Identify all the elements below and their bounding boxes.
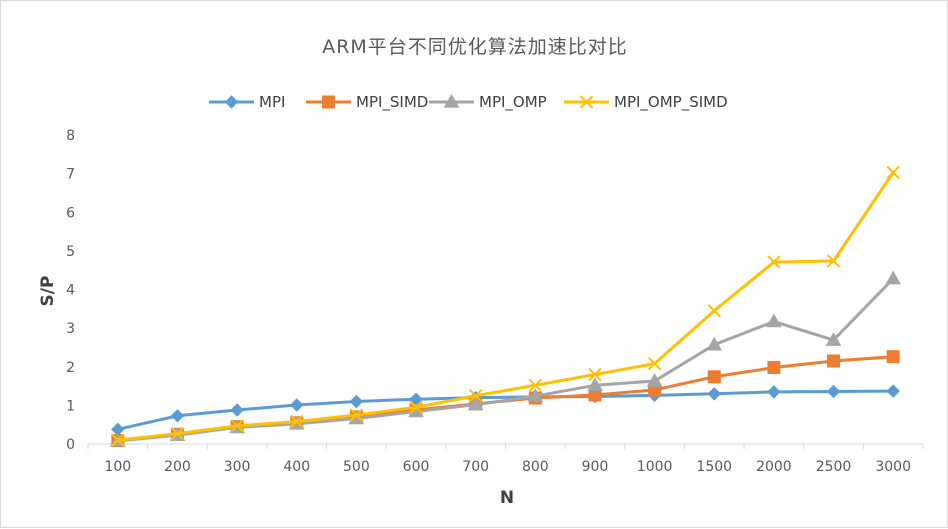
legend-item-mpi-omp-simd: MPI_OMP_SIMD	[564, 93, 728, 112]
data-point-mpi-omp	[825, 332, 842, 346]
data-point-mpi-simd	[886, 350, 900, 364]
data-point-mpi-omp-simd	[468, 389, 483, 403]
data-point-mpi-omp-simd	[886, 165, 900, 180]
data-point-mpi-omp-simd	[588, 367, 602, 382]
x-axis-title: N	[500, 488, 514, 508]
y-tick-label: 1	[66, 398, 75, 414]
x-tick-label: 2000	[756, 459, 792, 475]
x-tick-label: 300	[224, 459, 251, 475]
x-tick-label: 600	[403, 459, 430, 475]
legend-label: MPI_SIMD	[356, 93, 428, 112]
x-tick-label: 3000	[875, 459, 911, 475]
series-line-mpi-omp-simd	[116, 170, 895, 442]
data-point-mpi-omp-simd	[528, 378, 543, 392]
x-axis: 100 200 300 400 500 600 700 800 900 1000 1500 2000 2…	[87, 443, 924, 475]
legend-label: MPI_OMP	[479, 93, 547, 112]
legend-item-mpi-omp: MPI_OMP	[429, 93, 547, 112]
legend-swatch-marker	[579, 95, 594, 109]
x-tick-label: 500	[343, 459, 370, 475]
y-tick-label: 5	[66, 244, 75, 260]
x-tick-label: 1500	[696, 459, 732, 475]
series-line-mpi-omp	[116, 277, 895, 443]
data-point-mpi	[170, 409, 185, 423]
data-point-mpi-omp-simd	[707, 304, 721, 318]
x-tick-label: 800	[522, 459, 549, 475]
x-tick-label: 200	[164, 459, 191, 475]
data-point-mpi-omp	[527, 388, 544, 402]
data-point-mpi-omp	[766, 313, 782, 328]
data-point-mpi	[707, 387, 721, 401]
x-tick-label: 400	[283, 459, 310, 475]
data-point-mpi-omp-simd	[230, 419, 244, 433]
y-tick-label: 3	[66, 321, 75, 337]
data-point-mpi-omp	[467, 396, 484, 411]
data-point-mpi	[826, 384, 841, 399]
x-tick-label: 2500	[816, 459, 852, 475]
x-tick-label: 1000	[637, 459, 673, 475]
legend-item-mpi: MPI	[209, 93, 285, 111]
data-point-mpi-simd	[827, 354, 841, 368]
data-point-mpi-omp-simd	[647, 356, 662, 371]
x-tick-label: 100	[104, 459, 131, 475]
y-tick-label: 6	[66, 205, 75, 221]
data-point-mpi-omp-simd	[111, 433, 125, 447]
data-point-mpi	[290, 398, 304, 412]
data-point-mpi-omp	[646, 373, 663, 387]
legend-swatch-marker	[322, 95, 335, 109]
chart-title: ARM平台不同优化算法加速比对比	[322, 36, 628, 58]
data-point-mpi	[349, 394, 364, 409]
data-point-mpi-omp-simd	[170, 426, 185, 441]
data-point-mpi-omp	[885, 270, 902, 285]
y-tick-label: 0	[66, 437, 75, 453]
series-layer	[109, 165, 902, 448]
legend-swatch-marker	[443, 93, 460, 108]
series-mpi-omp-simd	[111, 165, 900, 447]
series-mpi-omp	[109, 270, 902, 447]
y-tick-label: 8	[66, 128, 75, 144]
legend-label: MPI_OMP_SIMD	[614, 93, 728, 112]
data-point-mpi-omp-simd	[826, 254, 841, 268]
data-point-mpi-omp-simd	[767, 255, 781, 269]
x-tick-label: 700	[462, 459, 489, 475]
data-point-mpi-omp	[587, 377, 603, 392]
data-point-mpi	[767, 385, 781, 399]
data-point-mpi-simd	[767, 361, 781, 375]
data-point-mpi	[886, 384, 900, 398]
legend-label: MPI	[259, 93, 285, 111]
y-axis: 0 1 2 3 4 5 6 7 8	[66, 128, 75, 453]
data-point-mpi-omp	[706, 336, 723, 351]
series-line-mpi	[116, 389, 895, 431]
data-point-mpi-omp-simd	[290, 414, 304, 429]
x-tick-label: 900	[582, 459, 609, 475]
y-axis-title: S/P	[38, 276, 58, 307]
y-tick-label: 4	[66, 283, 75, 299]
legend-swatch-marker	[224, 95, 239, 109]
data-point-mpi-simd	[707, 370, 721, 384]
data-point-mpi-omp-simd	[349, 408, 364, 422]
legend: MPI MPI_SIMD MPI_OMP MPI_OMP_SIMD	[209, 93, 728, 112]
legend-item-mpi-simd: MPI_SIMD	[306, 93, 428, 112]
y-tick-label: 2	[66, 360, 75, 376]
y-tick-label: 7	[66, 167, 75, 183]
data-point-mpi-omp-simd	[409, 400, 423, 415]
data-point-mpi	[230, 403, 244, 417]
